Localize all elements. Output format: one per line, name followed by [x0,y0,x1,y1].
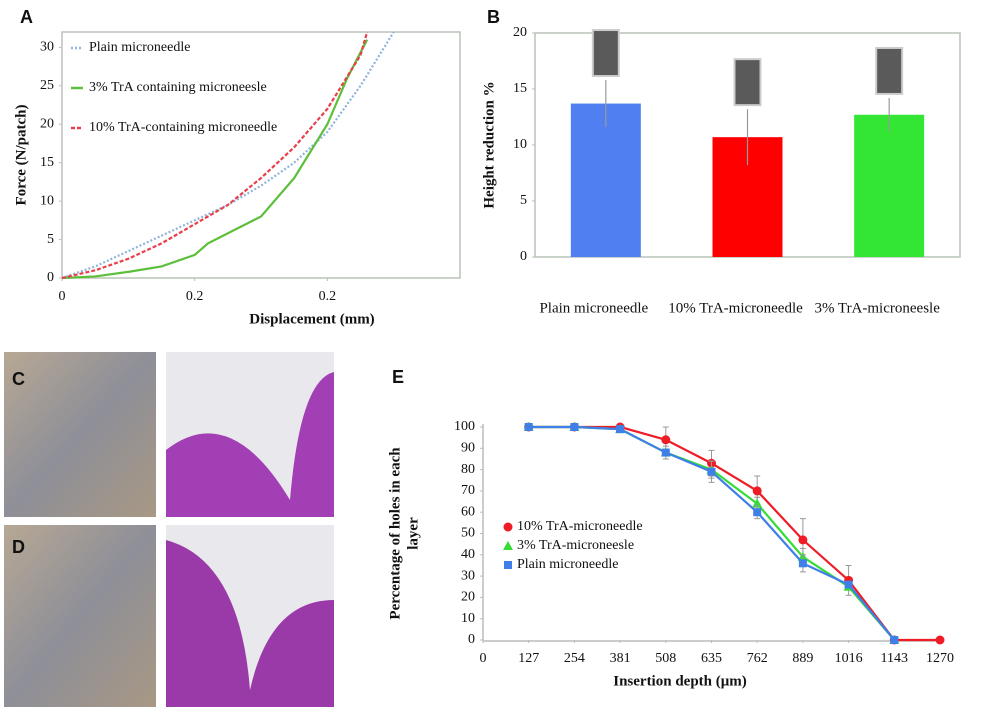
series-line [61,39,369,280]
bar [854,114,925,257]
x-axis-title: Insertion depth (μm) [613,673,747,689]
legend-label: 10% TrA-containing microneedle [89,120,277,135]
x-tick-label: 381 [610,651,631,666]
y-tick-label: 10 [461,611,475,626]
marker [935,635,945,645]
y-tick-label: 15 [40,155,54,170]
y-tick-label: 0 [47,270,54,285]
panel-label: B [487,7,500,27]
bar-thumbnail [875,46,904,95]
legend-label: 3% TrA-microneesle [517,538,634,553]
y-tick-label: 5 [47,232,54,247]
marker [570,423,579,431]
marker [503,522,513,532]
y-axis-title: Force (N/patch) [13,105,29,206]
y-tick-label: 30 [461,568,475,583]
y-tick-label: 80 [461,462,475,477]
x-tick-label: Plain microneedle [539,300,648,316]
legend-label: Plain microneedle [89,40,190,55]
x-tick-label: 0 [59,289,66,304]
panel-label: A [20,7,33,27]
y-tick-label: 10 [40,193,54,208]
y-tick-label: 20 [40,116,54,131]
x-tick-label: 1270 [926,651,954,666]
marker [661,435,671,445]
y-tick-label: 20 [513,25,527,40]
y-tick-label: 50 [461,526,475,541]
marker [753,508,762,517]
marker [616,425,625,434]
y-tick-label: 30 [40,40,54,55]
y-tick-label: 60 [461,504,475,519]
marker [798,559,807,568]
legend-label: Plain microneedle [517,557,618,572]
x-tick-label: 0 [480,651,487,666]
photo-c [4,352,334,517]
x-tick-label: 3% TrA-microneesle [814,300,940,316]
y-tick-label: 40 [461,547,475,562]
plot-frame [61,31,461,279]
marker [707,467,716,476]
y-axis-title: layer [405,517,421,550]
marker [890,636,899,644]
x-tick-label: 127 [518,651,539,666]
series-line [61,31,395,280]
y-tick-label: 10 [513,137,527,152]
bar-thumbnail [733,58,762,107]
y-tick-label: 5 [520,193,527,208]
panel-label: D [12,537,25,557]
y-tick-label: 0 [468,632,475,647]
legend-label: 3% TrA containing microneesle [89,80,267,95]
x-tick-label: 635 [701,651,722,666]
legend-label: 10% TrA-microneedle [517,519,643,534]
marker [524,423,533,431]
x-tick-label: 889 [792,651,813,666]
x-tick-label: 508 [655,651,676,666]
panel-label: C [12,369,25,389]
x-tick-label: 10% TrA-microneedle [668,300,803,316]
marker [504,561,512,569]
x-tick-label: 254 [564,651,585,666]
y-tick-label: 70 [461,483,475,498]
x-tick-label: 0.2 [319,289,337,304]
y-axis-title: Percentage of holes in each [387,447,403,620]
y-tick-label: 90 [461,441,475,456]
x-tick-label: 0.2 [186,289,204,304]
bar [570,103,641,257]
y-tick-label: 0 [520,249,527,264]
y-tick-label: 100 [454,419,475,434]
y-tick-label: 20 [461,590,475,605]
series-line [61,31,369,280]
panel-label: E [392,367,404,387]
marker [661,448,670,457]
x-tick-label: 1143 [881,651,908,666]
marker [798,535,808,545]
photo-d [4,525,334,707]
marker [752,486,762,496]
x-tick-label: 762 [747,651,768,666]
bar-thumbnail [591,29,620,78]
x-axis-title: Displacement (mm) [249,311,374,327]
x-tick-label: 1016 [835,651,863,666]
y-tick-label: 25 [40,78,54,93]
y-axis-title: Height reduction % [481,81,497,208]
y-tick-label: 15 [513,81,527,96]
marker [844,580,853,589]
marker [503,541,513,550]
